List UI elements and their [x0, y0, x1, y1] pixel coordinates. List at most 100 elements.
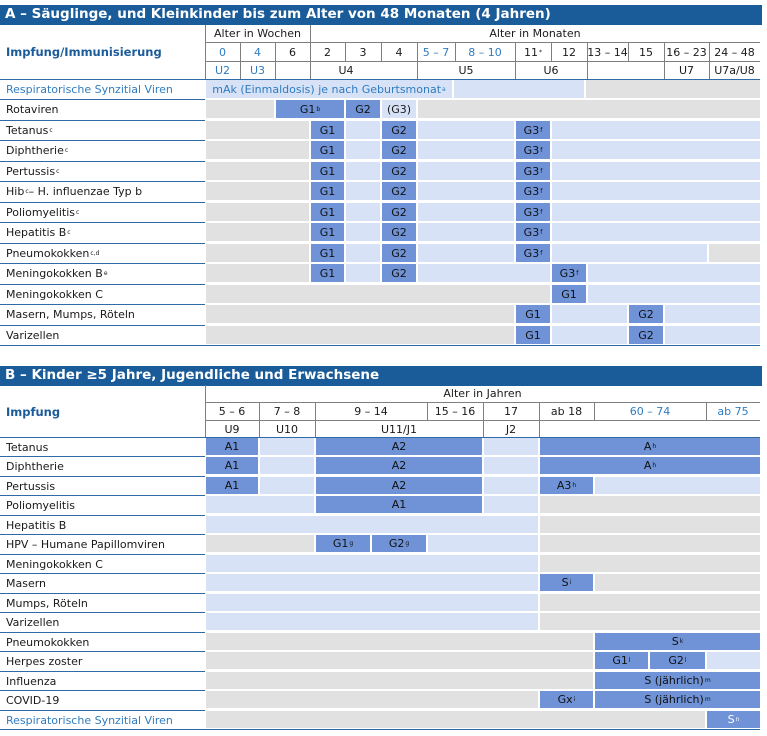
row-b-hepatitis-b: Hepatitis B — [0, 516, 204, 534]
age-9-14: 9 – 14 — [354, 405, 388, 418]
menc-g1-cell: G1 — [552, 285, 586, 303]
row-a-rotaviren: Rotaviren — [0, 100, 204, 119]
age-11m: 11 * — [524, 45, 542, 59]
years-header: Alter in Jahren — [443, 387, 522, 400]
g3-cell: G3 f — [516, 182, 550, 200]
age-15m: 15 — [639, 45, 653, 59]
g3-cell: G3 f — [516, 162, 550, 180]
row-b-influenza: Influenza — [0, 672, 204, 690]
section-a-title: A – Säuglinge, und Kleinkinder bis zum A… — [0, 5, 762, 25]
per-a3-cell: A3 h — [540, 477, 593, 494]
g2-cell: G2 — [382, 162, 416, 180]
row-a-tetanus: Tetanus c — [0, 121, 204, 140]
mmr-g2-cell: G2 — [629, 305, 663, 323]
u6-label: U6 — [543, 64, 559, 77]
age-0: 0 — [219, 45, 226, 59]
u7a-u8-label: U7a/U8 — [714, 64, 755, 77]
rota-g1-cell: G1 b — [276, 100, 344, 118]
section-b-title: B – Kinder ≥5 Jahre, Jugendliche und Erw… — [0, 366, 762, 386]
age-60-74: 60 – 74 — [629, 405, 671, 418]
g2-cell: G2 — [382, 203, 416, 221]
g3-cell: G3 f — [516, 141, 550, 159]
row-b-rsv: Respiratorische Synzitial Viren — [0, 711, 204, 729]
row-a-varizellen: Varizellen — [0, 326, 204, 345]
age-ab-75: ab 75 — [717, 405, 749, 418]
u11-j1-label: U11/J1 — [381, 422, 417, 436]
rota-g2-cell: G2 — [346, 100, 380, 118]
age-6w: 6 — [289, 45, 296, 59]
row-b-herpes-zoster: Herpes zoster — [0, 652, 204, 670]
g2-cell: G2 — [382, 244, 416, 262]
g3-cell: G3 f — [516, 244, 550, 262]
rsv-mak-cell: mAk (Einmaldosis) je nach Geburtsmonat a — [206, 80, 452, 98]
row-a-pertussis: Pertussis c — [0, 162, 204, 181]
row-b-tetanus: Tetanus — [0, 438, 204, 456]
mmr-g1-cell: G1 — [516, 305, 550, 323]
row-a-mmr: Masern, Mumps, Röteln — [0, 305, 204, 324]
per-a2-cell: A2 — [316, 477, 482, 494]
row-b-masern: Masern — [0, 574, 204, 592]
age-8-10m: 8 – 10 — [468, 45, 502, 59]
u10-label: U10 — [275, 422, 299, 436]
weeks-header: Alter in Wochen — [214, 27, 301, 40]
u3-label: U3 — [249, 64, 266, 77]
menb-g1-cell: G1 — [311, 264, 344, 282]
tet-a2-cell: A2 — [316, 438, 482, 455]
g3-cell: G3 f — [516, 223, 550, 241]
u9-label: U9 — [224, 422, 240, 436]
g2-cell: G2 — [382, 141, 416, 159]
months-header: Alter in Monaten — [489, 27, 581, 40]
row-b-mumps-roeteln: Mumps, Röteln — [0, 594, 204, 612]
age-5-6: 5 – 6 — [218, 405, 246, 418]
tet-a1-cell: A1 — [206, 438, 258, 455]
menb-g3-cell: G3 f — [552, 264, 586, 282]
age-2m: 2 — [324, 45, 331, 59]
covid-gx-cell: Gx i — [540, 691, 593, 708]
row-b-diphtherie: Diphtherie — [0, 457, 204, 475]
row-a-meningokokken-c: Meningokokken C — [0, 285, 204, 304]
impfung-immunisierung-label: Impfung/Immunisierung — [0, 27, 205, 77]
age-4w: 4 — [254, 45, 261, 59]
influenza-s-cell: S (jährlich) m — [595, 672, 760, 689]
dip-a1-cell: A1 — [206, 457, 258, 474]
row-a-rsv: Respiratorische Synzitial Viren — [0, 80, 204, 99]
row-a-diphtherie: Diphtherie c — [0, 141, 204, 160]
dip-a2-cell: A2 — [316, 457, 482, 474]
age-4m: 4 — [395, 45, 403, 59]
u7-label: U7 — [678, 64, 695, 77]
g2-cell: G2 — [382, 182, 416, 200]
age-17: 17 — [504, 405, 518, 418]
row-a-hib: Hib c – H. influenzae Typ b — [0, 182, 204, 201]
g1-cell: G1 — [311, 182, 344, 200]
var-g2-cell: G2 — [629, 326, 663, 344]
row-b-pertussis: Pertussis — [0, 477, 204, 495]
age-ab-18: ab 18 — [550, 405, 583, 418]
g1-cell: G1 — [311, 162, 344, 180]
var-g1-cell: G1 — [516, 326, 550, 344]
g2-cell: G2 — [382, 121, 416, 139]
j2-label: J2 — [505, 422, 517, 436]
row-b-varizellen: Varizellen — [0, 613, 204, 631]
g1-cell: G1 — [311, 121, 344, 139]
row-b-poliomyelitis: Poliomyelitis — [0, 496, 204, 514]
g3-cell: G3 f — [516, 203, 550, 221]
hpv-g2-cell: G2 g — [372, 535, 426, 552]
herpes-g2-cell: G2 l — [650, 652, 705, 669]
age-13-14m: 13 – 14 — [587, 45, 628, 59]
u2-label: U2 — [214, 64, 231, 77]
age-7-8: 7 – 8 — [273, 405, 301, 418]
g1-cell: G1 — [311, 141, 344, 159]
age-24-48m: 24 – 48 — [714, 45, 755, 59]
u4-label: U4 — [338, 64, 354, 77]
g2-cell: G2 — [382, 223, 416, 241]
age-15-16: 15 – 16 — [434, 405, 476, 418]
g3-cell: G3 f — [516, 121, 550, 139]
age-16-23m: 16 – 23 — [666, 45, 707, 59]
